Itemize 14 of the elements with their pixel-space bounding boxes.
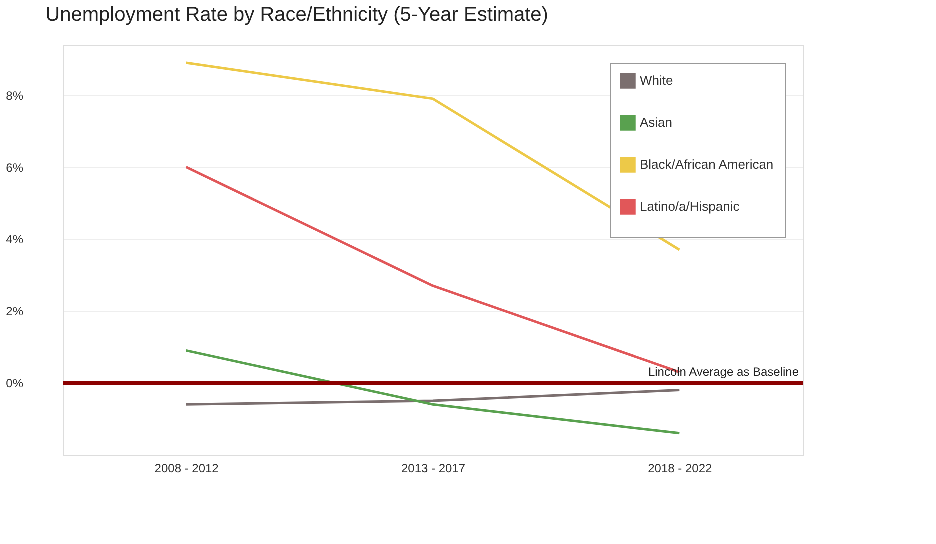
y-tick-label: 6% — [6, 160, 24, 175]
chart-title: Unemployment Rate by Race/Ethnicity (5-Year Estimate) — [46, 4, 548, 26]
legend-label: Black/African American — [640, 157, 774, 172]
legend-label: Asian — [640, 115, 673, 130]
y-tick-label: 0% — [6, 376, 24, 391]
ref-line-label: Lincoln Average as Baseline — [648, 365, 800, 380]
x-tick-label: 2018 - 2022 — [648, 462, 713, 476]
x-tick-label: 2008 - 2012 — [154, 462, 220, 476]
y-tick-label: 8% — [6, 88, 24, 103]
x-tick-label: 2013 - 2017 — [401, 462, 466, 476]
y-tick-label: 2% — [6, 304, 24, 319]
y-tick-label: 4% — [6, 232, 24, 247]
legend-label: White — [640, 73, 674, 88]
legend-label: Latino/a/Hispanic — [640, 199, 740, 214]
